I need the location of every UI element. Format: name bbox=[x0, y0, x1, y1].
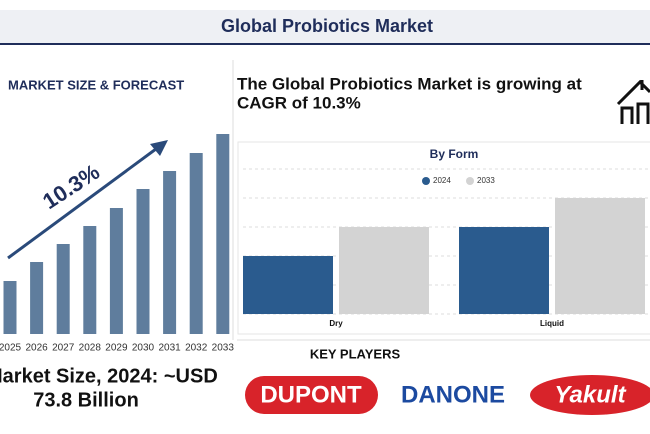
x-tick-label: 2031 bbox=[158, 343, 181, 354]
bar bbox=[555, 198, 645, 314]
panel-title: MARKET SIZE & FORECAST bbox=[8, 77, 184, 92]
bar bbox=[459, 227, 549, 314]
market-size: Market Size, 2024: ~USD bbox=[0, 365, 218, 387]
bar bbox=[243, 256, 333, 314]
chart-title: By Form bbox=[430, 147, 479, 161]
growth-arrow bbox=[7, 144, 161, 260]
logo-badge bbox=[245, 376, 378, 414]
bar bbox=[83, 226, 97, 334]
x-tick-label: 2028 bbox=[79, 343, 102, 354]
x-tick-label: 2030 bbox=[132, 343, 155, 354]
x-tick-label: Dry bbox=[329, 319, 343, 328]
bar bbox=[56, 244, 70, 334]
bar bbox=[163, 171, 177, 334]
x-tick-label: 2033 bbox=[212, 343, 235, 354]
x-tick-label: 2029 bbox=[105, 343, 128, 354]
logo: DUPONT bbox=[260, 381, 362, 408]
x-tick-label: 2032 bbox=[185, 343, 208, 354]
legend-label: 2033 bbox=[477, 176, 495, 185]
bar bbox=[30, 262, 44, 334]
legend-label: 2024 bbox=[433, 176, 451, 185]
market-value: 73.8 Billion bbox=[33, 389, 139, 411]
bar bbox=[216, 134, 230, 334]
x-tick-label: Liquid bbox=[540, 319, 564, 328]
bar bbox=[109, 208, 123, 334]
bar bbox=[136, 189, 150, 334]
headline: CAGR of 10.3% bbox=[237, 93, 361, 112]
x-tick-label: 2027 bbox=[52, 343, 75, 354]
bar bbox=[3, 281, 17, 334]
legend-swatch bbox=[422, 177, 430, 185]
x-tick-label: 2026 bbox=[25, 343, 48, 354]
page-title: Global Probiotics Market bbox=[221, 16, 433, 36]
logo: DANONE bbox=[401, 381, 505, 408]
arrow-head bbox=[150, 140, 168, 156]
legend-swatch bbox=[466, 177, 474, 185]
header-band bbox=[0, 10, 650, 44]
bar bbox=[189, 153, 203, 334]
section-title: KEY PLAYERS bbox=[310, 346, 401, 361]
x-tick-label: 2025 bbox=[0, 343, 22, 354]
bar bbox=[339, 227, 429, 314]
logo-badge bbox=[530, 375, 650, 415]
logo: Yakult bbox=[554, 381, 626, 408]
headline: The Global Probiotics Market is growing … bbox=[237, 74, 582, 93]
house-icon bbox=[616, 79, 650, 124]
